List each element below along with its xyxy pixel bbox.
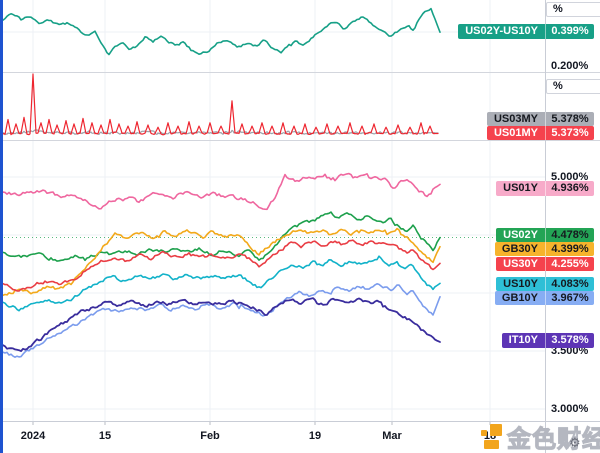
badge-price-value: 0.399% xyxy=(551,25,589,37)
series-line-US01MY[interactable] xyxy=(0,73,439,136)
price-badge-US03MY[interactable]: US03MY 5.378% xyxy=(486,112,594,126)
badge-price-value: 5.373% xyxy=(551,127,589,139)
badge-symbol-label: US03MY xyxy=(487,112,546,126)
series-line-US02Y[interactable] xyxy=(2,211,441,262)
badge-symbol-label: US30Y xyxy=(496,257,546,271)
series-line-IT10Y[interactable] xyxy=(2,297,441,352)
price-badge-US10Y[interactable]: US10Y 4.083% xyxy=(496,277,594,291)
badge-price-value: 5.378% xyxy=(551,113,589,125)
series-line-GB10Y[interactable] xyxy=(2,283,441,358)
series-line-GB30Y[interactable] xyxy=(2,227,441,297)
left-accent-bar xyxy=(0,0,3,453)
price-axis-border xyxy=(545,0,546,453)
badge-price-value: 3.578% xyxy=(551,334,589,346)
settings-gear-icon[interactable]: ⚙ xyxy=(569,435,581,450)
time-axis-border xyxy=(0,421,600,422)
time-axis-label-19: 19 xyxy=(308,430,322,442)
badge-price-value: 3.967% xyxy=(551,292,589,304)
jinse-logo-icon xyxy=(480,424,502,449)
time-axis-label-15: 15 xyxy=(98,430,112,442)
badge-symbol-label: US02Y-US10Y xyxy=(458,24,546,39)
badge-symbol-label: US02Y xyxy=(496,228,546,242)
badge-symbol-label: US01Y xyxy=(496,181,546,196)
time-axis-label-Feb: Feb xyxy=(200,430,220,442)
price-badge-GB10Y[interactable]: GB10Y 3.967% xyxy=(494,291,594,305)
badge-price-value: 4.083% xyxy=(551,278,589,290)
badge-price-value: 4.478% xyxy=(551,229,589,241)
price-badge-US01MY[interactable]: US01MY 5.373% xyxy=(486,126,594,140)
badge-price-value: 4.255% xyxy=(551,258,589,270)
price-axis-unit-pane2: % xyxy=(546,79,600,94)
price-axis-label: 3.000% xyxy=(551,403,589,415)
series-line-US01Y[interactable] xyxy=(2,172,441,211)
pane-separator-2[interactable] xyxy=(0,140,600,141)
badge-symbol-label: US01MY xyxy=(487,126,546,140)
badge-price-value: 4.399% xyxy=(551,243,589,255)
price-axis-label: 5.000% xyxy=(551,171,589,183)
badge-symbol-label: GB10Y xyxy=(495,291,546,305)
time-axis-label-2024: 2024 xyxy=(20,430,46,442)
badge-symbol-label: US10Y xyxy=(496,277,546,291)
price-badge-US02Y[interactable]: US02Y 4.478% xyxy=(496,228,594,242)
time-axis-label-Mar: Mar xyxy=(382,430,402,442)
pane-separator-1[interactable] xyxy=(0,72,600,73)
price-axis-unit-pane1: % xyxy=(546,2,600,17)
watermark: 金色财经 xyxy=(480,419,600,453)
badge-symbol-label: IT10Y xyxy=(502,333,546,348)
price-badge-IT10Y[interactable]: IT10Y 3.578% xyxy=(501,333,594,348)
series-line-US02Y-US10Y[interactable] xyxy=(2,7,441,56)
series-line-US30Y[interactable] xyxy=(2,239,441,292)
price-badge-US30Y[interactable]: US30Y 4.255% xyxy=(496,257,594,271)
badge-price-value: 4.936% xyxy=(551,182,589,194)
price-badge-US01Y[interactable]: US01Y 4.936% xyxy=(496,181,594,196)
badge-symbol-label: GB30Y xyxy=(495,242,546,256)
series-line-US10Y[interactable] xyxy=(2,255,441,312)
watermark-text: 金色财经 xyxy=(507,426,600,453)
price-badge-GB30Y[interactable]: GB30Y 4.399% xyxy=(494,242,594,256)
price-badge-US02Y-US10Y[interactable]: US02Y-US10Y 0.399% xyxy=(458,24,594,39)
price-axis-label: 0.200% xyxy=(551,60,589,72)
price-axis-label: 3.500% xyxy=(551,345,589,357)
